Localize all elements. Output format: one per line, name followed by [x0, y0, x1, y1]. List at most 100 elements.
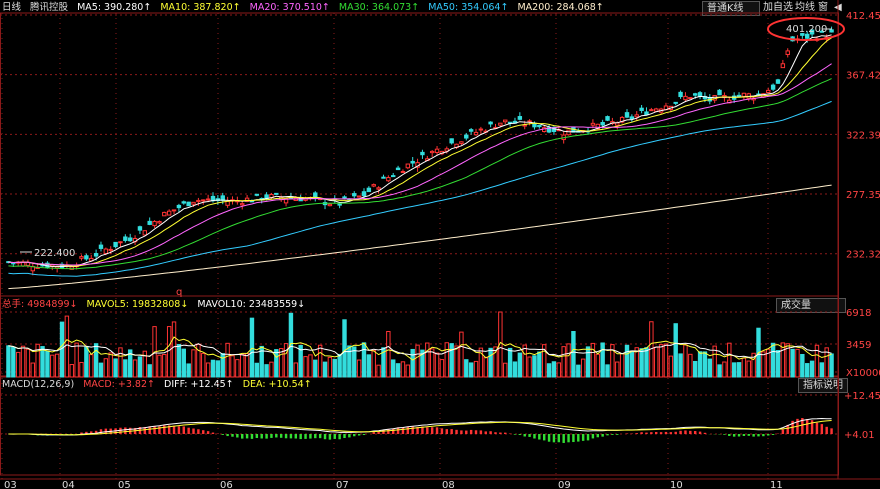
volume-bar	[361, 342, 367, 378]
volume-bar	[166, 326, 172, 378]
stock-name: 腾讯控股	[30, 2, 69, 13]
volume-bar	[795, 348, 800, 378]
volume-bar	[308, 354, 313, 378]
candle-body	[644, 111, 649, 116]
volume-bar	[25, 348, 31, 378]
candle-body	[391, 175, 396, 178]
volume-bar	[327, 356, 333, 378]
volume-bar	[629, 350, 635, 378]
candle-body	[624, 112, 630, 118]
candle-body	[201, 199, 206, 202]
volume-bar	[692, 360, 698, 378]
volume-bar	[376, 364, 381, 378]
volume-bar	[6, 345, 11, 378]
volume-bar	[420, 349, 425, 378]
ma10-label: MA10: 387.820↑	[160, 2, 241, 13]
candle-body	[186, 201, 191, 207]
mavol5-label: MAVOL5: 19832808↓	[86, 299, 189, 310]
volume-bar	[210, 359, 216, 378]
candle-body	[176, 204, 182, 209]
volume-bar	[147, 364, 152, 378]
candle-body	[118, 241, 123, 244]
volume-bar	[298, 344, 303, 378]
volume-bar	[322, 361, 328, 378]
volume-bar	[15, 351, 21, 378]
candle-body	[600, 122, 605, 126]
candle-body	[590, 122, 596, 126]
volume-tick-label: 3459	[846, 340, 871, 351]
ma-button[interactable]: 均线	[795, 2, 815, 13]
add-watchlist-button[interactable]: 加自选	[763, 2, 793, 13]
volume-bar	[663, 343, 669, 378]
volume-bar	[54, 353, 60, 378]
candle-body	[395, 167, 401, 171]
volume-bar	[678, 353, 683, 378]
price-tick-label: 232.322	[846, 250, 880, 261]
volume-bar	[84, 346, 89, 378]
volume-bar	[488, 347, 493, 378]
volume-bar	[605, 364, 610, 378]
volume-bar	[395, 363, 401, 378]
volume-bar	[478, 347, 484, 378]
candle-body	[537, 124, 542, 128]
indicator-help-button[interactable]: 指标说明	[798, 378, 848, 393]
volume-bar	[814, 344, 820, 378]
volume-bar	[668, 355, 674, 378]
volume-bar	[741, 357, 747, 378]
annotations: 401.200 222.400 q	[20, 17, 845, 298]
volume-bar	[259, 345, 264, 378]
candle-body	[770, 84, 776, 90]
candle-body	[376, 187, 381, 190]
ma200-label: MA200: 284.068↑	[517, 2, 604, 13]
volume-bar	[225, 342, 230, 378]
candle-body	[274, 192, 279, 195]
macd-indicator-bar: MACD(12,26,9) MACD: +3.82↑ DIFF: +12.45↑…	[2, 378, 318, 392]
window-button[interactable]: 窗	[818, 2, 828, 13]
candle-body	[361, 191, 367, 197]
volume-bar	[342, 319, 347, 378]
volume-bar	[93, 343, 99, 378]
volume-bar	[780, 342, 786, 378]
ma50-line	[8, 100, 832, 277]
candle-body	[405, 163, 411, 169]
ma30-line	[8, 78, 832, 270]
volume-bar	[444, 342, 449, 378]
volume-bar	[45, 350, 50, 378]
macd-tick-label: +4.01	[844, 430, 875, 441]
volume-bar	[702, 351, 708, 378]
volume-bar	[74, 342, 79, 378]
candle-body	[434, 148, 440, 153]
candle-body	[532, 123, 537, 128]
volume-bar	[205, 362, 211, 378]
volume-bar	[454, 345, 459, 378]
month-label: 08	[442, 480, 455, 489]
candle-body	[639, 107, 644, 111]
candle-body	[244, 197, 250, 202]
volume-bar	[761, 351, 766, 378]
candle-body	[240, 203, 245, 206]
volume-bar	[391, 359, 396, 378]
volume-bar	[473, 360, 479, 378]
volume-bar	[561, 346, 566, 378]
macd-value: MACD: +3.82↑	[83, 379, 155, 390]
volume-bar	[157, 354, 162, 378]
month-label: 07	[336, 480, 349, 489]
volume-bar	[585, 346, 591, 378]
candle-body	[147, 220, 152, 225]
candle-body	[775, 79, 781, 84]
volume-bar	[512, 361, 518, 378]
candle-body	[429, 150, 435, 154]
candle-body	[157, 221, 162, 224]
ma5-label: MA5: 390.280↑	[77, 2, 152, 13]
volume-bar	[196, 343, 201, 378]
volume-bar	[79, 361, 84, 378]
volume-bar	[727, 342, 732, 378]
volume-bar	[722, 361, 727, 378]
volume-bar	[425, 342, 430, 378]
candle-body	[488, 121, 493, 125]
candle-body	[566, 129, 571, 136]
candle-body	[449, 138, 454, 144]
volume-bar	[400, 361, 406, 378]
month-label: 11	[770, 480, 783, 489]
candle-body	[152, 220, 157, 227]
